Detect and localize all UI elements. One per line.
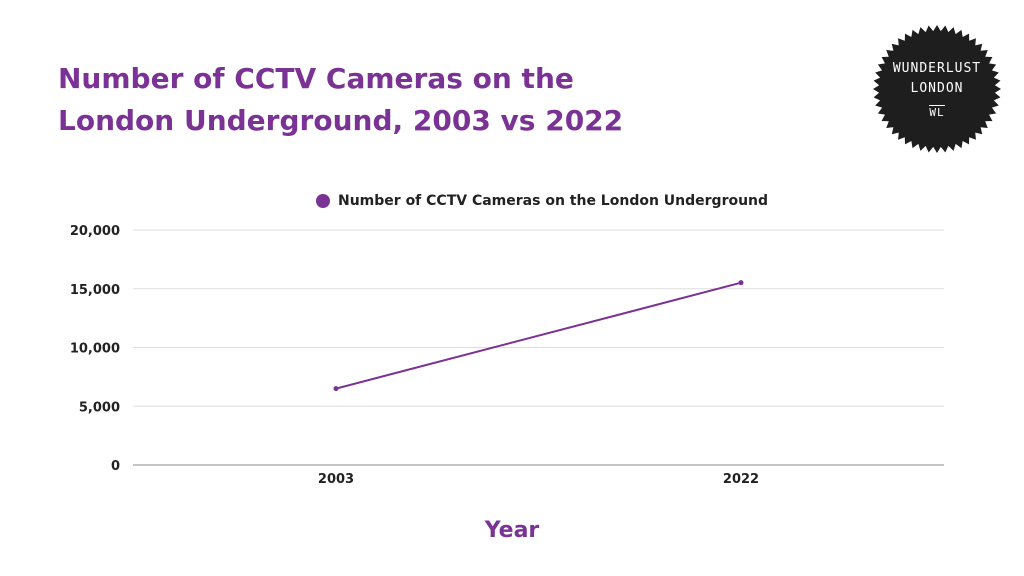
x-tick-label: 2003	[318, 472, 354, 487]
badge-line-2: LONDON	[910, 80, 964, 96]
badge-line-1: WUNDERLUST	[892, 60, 982, 76]
y-tick-label: 0	[111, 459, 120, 474]
y-tick-label: 15,000	[70, 283, 120, 298]
title-line-1: Number of CCTV Cameras on the	[58, 62, 574, 95]
chart-legend: Number of CCTV Cameras on the London Und…	[316, 190, 768, 212]
series-line	[335, 281, 742, 390]
legend-label: Number of CCTV Cameras on the London Und…	[338, 193, 769, 209]
y-tick-label: 20,000	[70, 224, 120, 239]
data-point	[738, 280, 744, 286]
y-tick-label: 5,000	[79, 400, 120, 415]
x-axis-title: Year	[484, 518, 540, 543]
badge-seal-shape	[873, 25, 1001, 153]
legend-marker	[316, 194, 330, 208]
y-tick-label: 10,000	[70, 342, 120, 357]
data-point	[333, 386, 339, 392]
badge-monogram: WL	[929, 104, 945, 119]
wunderlust-london-logo: WUNDERLUST LONDON WL	[872, 24, 1002, 154]
x-tick-label: 2022	[723, 472, 759, 487]
title-line-2: London Underground, 2003 vs 2022	[58, 104, 624, 137]
badge-text: WUNDERLUST LONDON WL	[872, 24, 1002, 154]
page-title: Number of CCTV Cameras on the London Und…	[58, 58, 698, 142]
